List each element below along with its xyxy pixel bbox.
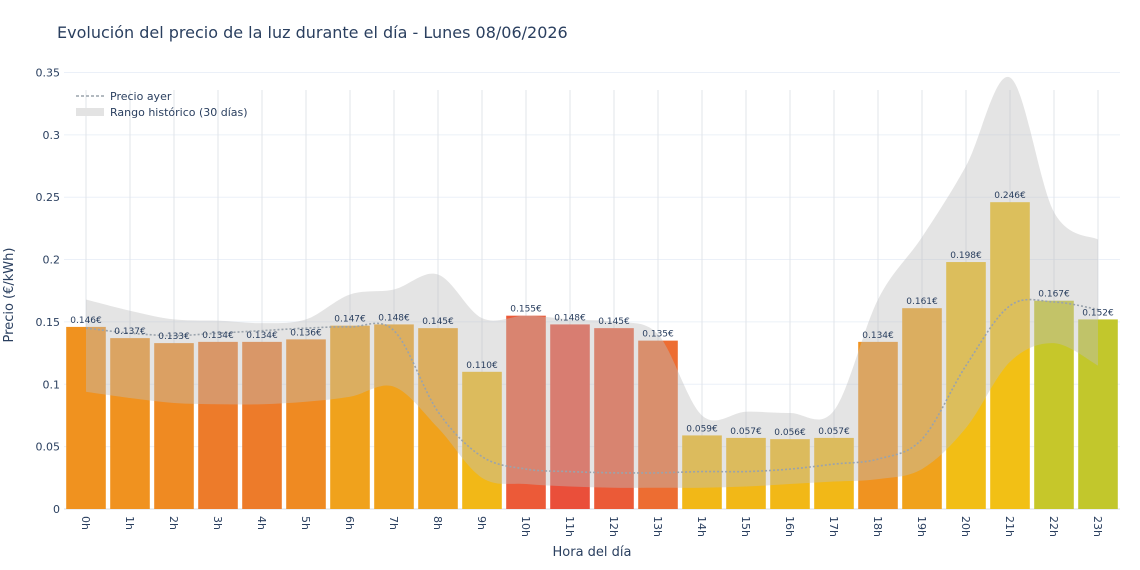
y-tick-label: 0.2 xyxy=(43,254,61,267)
bar-value-label: 0.155€ xyxy=(510,305,542,315)
x-tick-label: 13h xyxy=(651,516,664,537)
y-tick-label: 0.15 xyxy=(36,316,61,329)
bar xyxy=(1034,300,1074,509)
x-tick-label: 23h xyxy=(1091,516,1104,537)
bar xyxy=(154,343,194,509)
y-tick-label: 0.35 xyxy=(36,66,61,79)
x-tick-label: 9h xyxy=(475,516,488,530)
x-tick-label: 21h xyxy=(1003,516,1016,537)
bar-value-label: 0.167€ xyxy=(1038,290,1070,300)
bar-value-label: 0.136€ xyxy=(290,328,322,338)
legend-yesterday-label[interactable]: Precio ayer xyxy=(110,90,172,103)
bar xyxy=(858,341,898,509)
x-tick-label: 19h xyxy=(915,516,928,537)
bar xyxy=(66,326,106,509)
y-tick-label: 0.05 xyxy=(36,441,61,454)
x-tick-label: 11h xyxy=(563,516,576,537)
bar-value-label: 0.198€ xyxy=(950,251,982,261)
bar-value-label: 0.110€ xyxy=(466,361,498,371)
x-tick-label: 4h xyxy=(255,516,268,530)
bar xyxy=(814,437,854,509)
legend-range-label[interactable]: Rango histórico (30 días) xyxy=(110,106,248,119)
bar xyxy=(242,341,282,509)
x-tick-label: 16h xyxy=(783,516,796,537)
bar-value-label: 0.057€ xyxy=(818,427,850,437)
bar xyxy=(110,338,150,509)
bar-value-label: 0.161€ xyxy=(906,297,938,307)
x-tick-label: 7h xyxy=(387,516,400,530)
x-tick-label: 1h xyxy=(123,516,136,530)
bar-value-label: 0.147€ xyxy=(334,315,366,325)
x-tick-label: 5h xyxy=(299,516,312,530)
yesterday-line-layer xyxy=(85,298,1099,474)
bar-value-label: 0.059€ xyxy=(686,424,718,434)
x-tick-label: 2h xyxy=(167,516,180,530)
bar-value-label: 0.145€ xyxy=(422,317,454,327)
x-tick-label: 18h xyxy=(871,516,884,537)
bar xyxy=(198,341,238,509)
y-axis-title: Precio (€/kWh) xyxy=(2,248,17,343)
bar xyxy=(726,437,766,509)
x-tick-label: 12h xyxy=(607,516,620,537)
x-tick-label: 22h xyxy=(1047,516,1060,537)
bar-value-label: 0.246€ xyxy=(994,191,1026,201)
x-axis-ticks: 0h 1h 2h 3h 4h 5h 6h 7h 8h 9h 10h 11h 12h 13h 14h 15h 16… xyxy=(79,516,1104,537)
bar-value-label: 0.146€ xyxy=(70,316,102,326)
bar-value-label: 0.134€ xyxy=(862,331,894,341)
bar xyxy=(286,339,326,509)
bar-value-label: 0.134€ xyxy=(202,331,234,341)
bar-value-label: 0.152€ xyxy=(1082,308,1114,318)
y-axis-ticks: 0 0.05 0.1 0.15 0.2 0.25 0.3 0.35 xyxy=(36,66,61,516)
bar xyxy=(594,328,634,509)
bar-value-label: 0.148€ xyxy=(554,313,586,323)
legend-range-swatch xyxy=(76,108,104,116)
x-tick-label: 14h xyxy=(695,516,708,537)
bar-value-label: 0.133€ xyxy=(158,332,190,342)
x-tick-label: 15h xyxy=(739,516,752,537)
y-tick-label: 0.1 xyxy=(43,378,61,391)
x-tick-label: 3h xyxy=(211,516,224,530)
historic-range-area xyxy=(86,76,1098,488)
bar xyxy=(418,328,458,509)
bar xyxy=(770,439,810,509)
x-tick-label: 8h xyxy=(431,516,444,530)
x-tick-label: 17h xyxy=(827,516,840,537)
bar-value-label: 0.057€ xyxy=(730,427,762,437)
bar-value-label: 0.137€ xyxy=(114,327,146,337)
x-axis-title: Hora del día xyxy=(553,545,632,560)
bar-value-label: 0.135€ xyxy=(642,330,674,340)
legend[interactable]: Precio ayer Rango histórico (30 días) xyxy=(76,90,248,119)
bar xyxy=(550,324,590,509)
bar xyxy=(374,324,414,509)
bars xyxy=(66,202,1118,509)
bar xyxy=(902,308,942,509)
bar xyxy=(1078,319,1118,509)
bar-value-labels: 0.146€ 0.137€ 0.133€ 0.134€ 0.134€ 0.136€ 0.14… xyxy=(70,191,1114,438)
bar xyxy=(506,315,546,509)
x-tick-label: 10h xyxy=(519,516,532,537)
y-tick-label: 0 xyxy=(53,503,60,516)
x-tick-label: 20h xyxy=(959,516,972,537)
bar xyxy=(990,202,1030,509)
x-tick-label: 0h xyxy=(79,516,92,530)
bar-value-label: 0.134€ xyxy=(246,331,278,341)
bar xyxy=(946,262,986,509)
bar-value-label: 0.145€ xyxy=(598,317,630,327)
y-tick-label: 0.25 xyxy=(36,191,61,204)
bar-value-label: 0.148€ xyxy=(378,313,410,323)
bar xyxy=(462,371,502,509)
bar-value-label: 0.056€ xyxy=(774,428,806,438)
bar xyxy=(638,340,678,509)
y-tick-label: 0.3 xyxy=(43,129,61,142)
chart-title: Evolución del precio de la luz durante e… xyxy=(57,23,568,42)
yesterday-price-line xyxy=(85,298,1099,474)
x-tick-label: 6h xyxy=(343,516,356,530)
historic-range-band xyxy=(86,76,1098,488)
bar xyxy=(330,325,370,509)
